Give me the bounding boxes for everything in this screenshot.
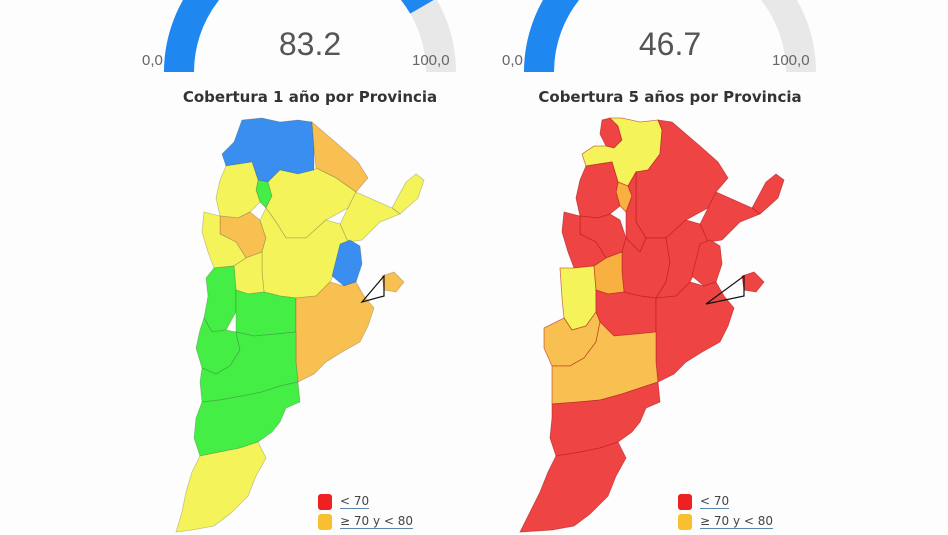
province-caba-inset (381, 271, 405, 293)
gauge-value: 46.7 (638, 26, 702, 62)
legend-item-below-70[interactable]: < 70 (318, 492, 413, 512)
province-la-pampa (235, 289, 297, 337)
legend-item-70-to-80[interactable]: ≥ 70 y < 80 (678, 512, 774, 532)
province-chubut (193, 381, 301, 457)
orange-swatch-icon (318, 514, 332, 530)
legend-label: < 70 (340, 494, 370, 509)
province-corrientes (699, 191, 761, 243)
gauge-min-label: 0,0 (142, 52, 163, 69)
legend-label: ≥ 70 y < 80 (700, 514, 774, 529)
province-chubut (549, 381, 661, 457)
gauge-min-label: 0,0 (502, 52, 523, 69)
province-catamarca (575, 161, 621, 219)
argentina-map-1-year[interactable] (130, 112, 490, 535)
map-title: Cobertura 5 años por Provincia (538, 88, 802, 106)
legend-item-70-to-80[interactable]: ≥ 70 y < 80 (318, 512, 414, 532)
gauge-arc (164, 0, 456, 73)
caba-pointer (360, 274, 385, 304)
gauge-value: 83.2 (278, 26, 342, 62)
province-santa-cruz (175, 441, 267, 533)
gauge-arc (524, 0, 816, 73)
coverage-1-year-gauge: 83.2 0,0 100,0 (130, 0, 490, 80)
province-buenos-aires (295, 281, 375, 383)
province-misiones (391, 173, 425, 215)
orange-swatch-icon (678, 514, 692, 530)
province-caba-inset (741, 271, 765, 293)
gauge-max-label: 100,0 (772, 52, 810, 69)
map-title: Cobertura 1 año por Provincia (182, 88, 438, 106)
coverage-5-years-gauge: 46.7 0,0 100,0 (490, 0, 850, 80)
red-swatch-icon (318, 494, 332, 510)
map-legend: < 70 ≥ 70 y < 80 (678, 492, 774, 532)
gauge-max-label: 100,0 (412, 52, 450, 69)
province-mendoza (203, 265, 237, 333)
province-misiones (751, 173, 785, 215)
province-formosa (311, 121, 369, 193)
legend-label: ≥ 70 y < 80 (340, 514, 414, 529)
legend-item-below-70[interactable]: < 70 (678, 492, 773, 512)
coverage-5-years-panel: 46.7 0,0 100,0 Cobertura 5 años por Prov… (490, 0, 850, 535)
red-swatch-icon (678, 494, 692, 510)
province-catamarca (215, 161, 261, 219)
province-buenos-aires (655, 281, 735, 383)
argentina-map-5-years[interactable] (490, 112, 850, 535)
coverage-1-year-panel: 83.2 0,0 100,0 Cobertura 1 año por Provi… (130, 0, 490, 535)
legend-label: < 70 (700, 494, 730, 509)
province-corrientes (339, 191, 401, 243)
province-santa-cruz (519, 441, 627, 533)
caba-pointer (705, 274, 745, 305)
map-legend: < 70 ≥ 70 y < 80 (318, 492, 414, 532)
